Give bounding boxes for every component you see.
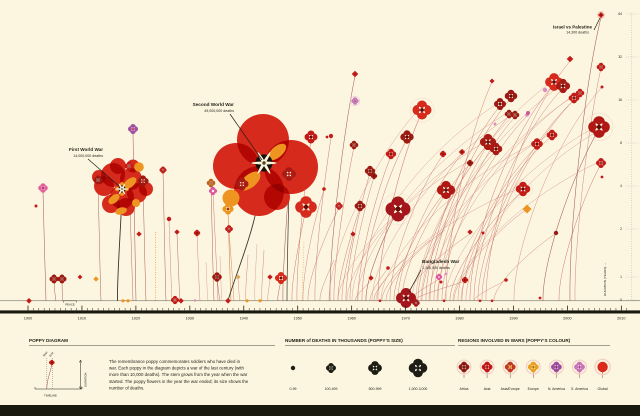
svg-text:S. America: S. America: [571, 387, 588, 391]
svg-text:2: 2: [620, 227, 622, 231]
svg-text:war. Each poppy in the diagram: war. Each poppy in the diagram depicts a…: [109, 366, 245, 371]
svg-text:32: 32: [618, 55, 622, 59]
svg-text:First World War: First World War: [69, 147, 103, 152]
svg-text:14,300 deaths: 14,300 deaths: [566, 31, 589, 35]
svg-text:4: 4: [620, 184, 622, 188]
svg-text:Start: Start: [42, 350, 49, 357]
svg-text:TIMELINE: TIMELINE: [44, 394, 57, 398]
svg-text:64: 64: [618, 12, 622, 16]
svg-text:DURATION: DURATION: [84, 373, 88, 387]
svg-text:1940: 1940: [240, 317, 248, 321]
svg-text:Israel vs Palestine: Israel vs Palestine: [553, 25, 593, 30]
svg-text:N. America: N. America: [548, 387, 565, 391]
svg-text:more than 10,000 deaths). The: more than 10,000 deaths). The stem grows…: [109, 372, 248, 377]
svg-text:Bangladesh War: Bangladesh War: [422, 259, 460, 265]
svg-text:1970: 1970: [401, 317, 409, 321]
svg-text:2000: 2000: [563, 317, 571, 321]
svg-text:Second World War: Second World War: [193, 102, 235, 107]
svg-text:DURATION (YEARS) →: DURATION (YEARS) →: [603, 263, 607, 296]
svg-text:started. The poppy flowers in: started. The poppy flowers in the year t…: [109, 379, 249, 384]
svg-text:0-99: 0-99: [289, 387, 296, 391]
svg-text:1960: 1960: [347, 317, 355, 321]
svg-text:0: 0: [620, 298, 622, 302]
svg-text:PEACE: PEACE: [65, 303, 75, 307]
svg-text:14,000,000 deaths: 14,000,000 deaths: [73, 154, 103, 158]
svg-text:The remembrance poppy commemor: The remembrance poppy commemorates soldi…: [109, 359, 241, 364]
svg-text:1,100,000 deaths: 1,100,000 deaths: [422, 266, 450, 270]
svg-text:1930: 1930: [186, 317, 194, 321]
svg-text:49,000,000 deaths: 49,000,000 deaths: [204, 109, 234, 113]
svg-text:NUMBER of DEATHS IN THOUSANDS: NUMBER of DEATHS IN THOUSANDS (POPPY’S S…: [285, 338, 403, 343]
svg-text:1: 1: [620, 275, 622, 279]
svg-text:8: 8: [620, 141, 622, 145]
svg-text:1950: 1950: [293, 317, 301, 321]
svg-text:1990: 1990: [509, 317, 517, 321]
svg-text:1,000-3,000: 1,000-3,000: [409, 387, 428, 391]
svg-text:REGIONS INVOLVED IN WARS (POPP: REGIONS INVOLVED IN WARS (POPPY’S COLOUR…: [458, 338, 571, 343]
svg-text:Asia/Europe: Asia/Europe: [501, 387, 520, 391]
svg-text:16: 16: [618, 98, 622, 102]
svg-text:1910: 1910: [78, 317, 86, 321]
svg-text:1900: 1900: [24, 317, 32, 321]
svg-text:Global: Global: [598, 387, 608, 391]
svg-text:Europe: Europe: [528, 387, 539, 391]
svg-text:POPPY DIAGRAM: POPPY DIAGRAM: [29, 338, 68, 343]
svg-text:100-499: 100-499: [325, 387, 338, 391]
svg-text:End: End: [48, 351, 54, 358]
svg-text:1920: 1920: [132, 317, 140, 321]
svg-text:Asia: Asia: [484, 387, 491, 391]
svg-text:500-999: 500-999: [369, 387, 382, 391]
svg-text:1980: 1980: [455, 317, 463, 321]
svg-text:2010: 2010: [617, 317, 625, 321]
svg-text:Africa: Africa: [460, 387, 469, 391]
svg-text:number of deaths.: number of deaths.: [109, 385, 144, 390]
